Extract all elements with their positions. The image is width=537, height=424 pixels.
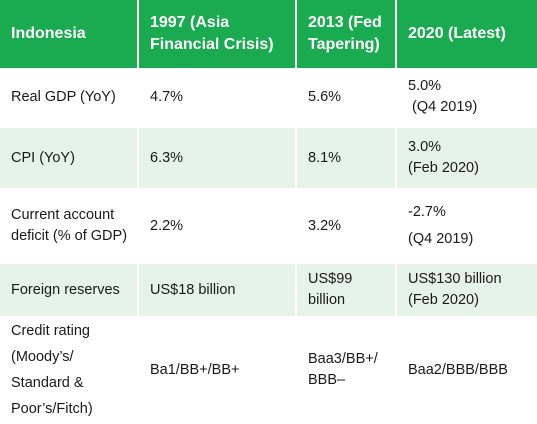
value-2020-note: (Feb 2020) [408, 160, 479, 176]
row-label: Current account deficit (% of GDP) [0, 190, 139, 264]
header-row: Indonesia 1997 (Asia Financial Crisis) 2… [0, 0, 537, 68]
value-1997: 6.3% [139, 128, 297, 190]
row-label-cell: Credit rating (Moody’s/ Standard & Poor’… [0, 318, 139, 424]
value-2020-cell: -2.7% (Q4 2019) [397, 190, 537, 264]
value-1997: US$18 billion [139, 264, 297, 318]
value-2020: US$130 billion (Feb 2020) [397, 264, 537, 318]
row-label: Real GDP (YoY) [0, 68, 139, 128]
table-row-credit-rating: Credit rating (Moody’s/ Standard & Poor’… [0, 318, 537, 424]
row-label: CPI (YoY) [0, 128, 139, 190]
value-2013: Baa3/BB+/ BBB– [297, 318, 397, 424]
value-2020-cell: 3.0% (Feb 2020) [397, 128, 537, 190]
header-2013: 2013 (Fed Tapering) [297, 0, 397, 68]
header-country: Indonesia [0, 0, 139, 68]
value-2013: US$99 billion [297, 264, 397, 318]
value-2020: 3.0% [408, 139, 442, 155]
value-2020: -2.7% [408, 204, 446, 220]
row-label-word2: rating [53, 323, 90, 339]
row-label: Foreign reserves [0, 264, 139, 318]
row-label-line1: Credit rating [11, 318, 133, 344]
table-row-real-gdp: Real GDP (YoY) 4.7% 5.6% 5.0% (Q4 2019) [0, 68, 537, 128]
value-1997: Ba1/BB+/BB+ [139, 318, 297, 424]
value-1997: 4.7% [139, 68, 297, 128]
value-2020-cell: 5.0% (Q4 2019) [397, 68, 537, 128]
value-2013: 8.1% [297, 128, 397, 190]
value-2020-note: (Q4 2019) [412, 99, 478, 115]
table-row-foreign-reserves: Foreign reserves US$18 billion US$99 bil… [0, 264, 537, 318]
value-1997: 2.2% [139, 190, 297, 264]
header-1997: 1997 (Asia Financial Crisis) [139, 0, 297, 68]
value-2020: Baa2/BBB/BBB [397, 318, 537, 424]
row-label-word1: Credit [11, 323, 50, 339]
row-label-rest: (Moody’s/ Standard & Poor’s/Fitch) [11, 349, 93, 417]
value-2020: 5.0% [408, 78, 442, 94]
value-2020-note: (Q4 2019) [408, 231, 474, 247]
table-row-cpi: CPI (YoY) 6.3% 8.1% 3.0% (Feb 2020) [0, 128, 537, 190]
value-2013: 3.2% [297, 190, 397, 264]
table-row-current-account: Current account deficit (% of GDP) 2.2% … [0, 190, 537, 264]
value-2013: 5.6% [297, 68, 397, 128]
header-2020: 2020 (Latest) [397, 0, 537, 68]
